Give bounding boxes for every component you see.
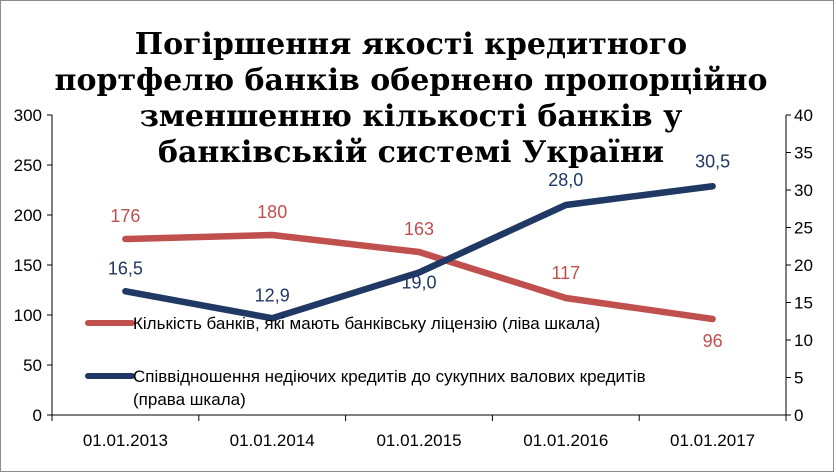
left-tick-label: 0 [33,406,42,425]
x-tick-label: 01.01.2017 [670,431,755,450]
x-tick-label: 01.01.2016 [523,431,608,450]
right-tick-label: 20 [794,256,813,275]
right-tick-label: 40 [794,106,813,125]
legend-label-npl-cont: (права шкала) [133,390,246,409]
legend-label-npl: Співвідношення недіючих кредитів до суку… [133,367,646,386]
data-label-npl: 28,0 [548,170,583,190]
chart-title: Погіршення якості кредитного портфелю ба… [54,27,768,170]
left-tick-label: 300 [14,106,42,125]
data-label-banks: 180 [257,202,287,222]
data-label-banks: 176 [110,206,140,226]
right-tick-label: 30 [794,181,813,200]
left-tick-label: 150 [14,256,42,275]
x-tick-label: 01.01.2015 [376,431,461,450]
data-label-banks: 117 [551,263,580,283]
data-label-npl: 12,9 [255,285,290,305]
data-label-npl: 16,5 [108,258,143,278]
data-label-banks: 96 [703,331,723,351]
right-tick-label: 5 [794,369,803,388]
right-tick-label: 25 [794,219,813,238]
x-tick-label: 01.01.2014 [230,431,315,450]
x-tick-label: 01.01.2013 [83,431,168,450]
right-tick-label: 15 [794,294,813,313]
left-tick-label: 250 [14,156,42,175]
right-tick-label: 35 [794,144,813,163]
series-line-npl [122,183,716,322]
right-tick-label: 10 [794,331,813,350]
left-tick-label: 200 [14,206,42,225]
right-tick-label: 0 [794,406,803,425]
legend-label-banks: Кількість банків, які мають банківську л… [133,314,600,333]
data-label-banks: 163 [404,219,434,239]
left-tick-label: 100 [14,306,42,325]
series-line-banks [122,231,716,323]
data-label-npl: 19,0 [401,273,436,293]
left-tick-label: 50 [23,356,42,375]
data-label-npl: 30,5 [695,151,730,171]
